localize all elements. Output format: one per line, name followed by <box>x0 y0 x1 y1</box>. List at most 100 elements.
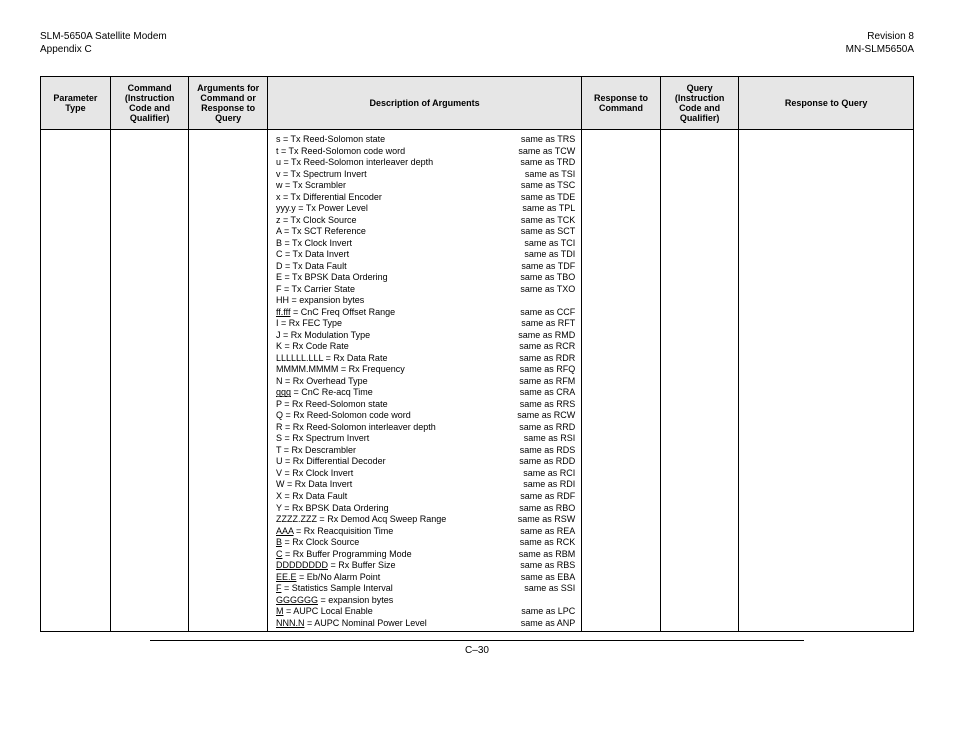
description-line: NNN.N = AUPC Nominal Power Levelsame as … <box>276 618 575 630</box>
cell-parameter-type <box>41 130 111 632</box>
description-line: B = Tx Clock Invertsame as TCI <box>276 238 575 250</box>
description-line: X = Rx Data Faultsame as RDF <box>276 491 575 503</box>
description-left: M = AUPC Local Enable <box>276 606 511 618</box>
description-line: R = Rx Reed-Solomon interleaver depthsam… <box>276 422 575 434</box>
description-line: F = Tx Carrier Statesame as TXO <box>276 284 575 296</box>
description-line: E = Tx BPSK Data Orderingsame as TBO <box>276 272 575 284</box>
description-left: V = Rx Clock Invert <box>276 468 513 480</box>
cell-response-query <box>739 130 914 632</box>
description-left: x = Tx Differential Encoder <box>276 192 511 204</box>
col-arguments: Arguments for Command or Response to Que… <box>189 77 268 130</box>
description-right: same as RRS <box>510 399 576 411</box>
description-line: C = Rx Buffer Programming Modesame as RB… <box>276 549 575 561</box>
description-left: S = Rx Spectrum Invert <box>276 433 514 445</box>
description-left: X = Rx Data Fault <box>276 491 510 503</box>
description-line: M = AUPC Local Enablesame as LPC <box>276 606 575 618</box>
description-right: same as RSW <box>508 514 576 526</box>
description-left: z = Tx Clock Source <box>276 215 511 227</box>
description-left: DDDDDDDD = Rx Buffer Size <box>276 560 510 572</box>
description-line: HH = expansion bytes <box>276 295 575 307</box>
description-left: yyy.y = Tx Power Level <box>276 203 512 215</box>
description-line: ggg = CnC Re-acq Timesame as CRA <box>276 387 575 399</box>
description-right: same as ANP <box>511 618 576 630</box>
description-left: ggg = CnC Re-acq Time <box>276 387 510 399</box>
description-right: same as RCR <box>509 341 575 353</box>
description-right: same as RFM <box>509 376 575 388</box>
description-right <box>565 595 575 607</box>
description-line: t = Tx Reed-Solomon code wordsame as TCW <box>276 146 575 158</box>
description-left: v = Tx Spectrum Invert <box>276 169 515 181</box>
description-left: ZZZZ.ZZZ = Rx Demod Acq Sweep Range <box>276 514 508 526</box>
description-right: same as RBS <box>510 560 575 572</box>
col-response-query: Response to Query <box>739 77 914 130</box>
description-line: W = Rx Data Invertsame as RDI <box>276 479 575 491</box>
description-right: same as TSI <box>515 169 575 181</box>
description-right: same as RRD <box>509 422 575 434</box>
description-right: same as RDF <box>510 491 575 503</box>
description-line: z = Tx Clock Sourcesame as TCK <box>276 215 575 227</box>
description-right: same as EBA <box>511 572 576 584</box>
description-line: s = Tx Reed-Solomon statesame as TRS <box>276 134 575 146</box>
description-right: same as TPL <box>512 203 575 215</box>
description-line: V = Rx Clock Invertsame as RCI <box>276 468 575 480</box>
description-right: same as RMD <box>508 330 575 342</box>
description-right: same as TBO <box>510 272 575 284</box>
description-left: EE.E = Eb/No Alarm Point <box>276 572 511 584</box>
description-line: S = Rx Spectrum Invertsame as RSI <box>276 433 575 445</box>
description-left: D = Tx Data Fault <box>276 261 511 273</box>
description-right: same as SSI <box>514 583 575 595</box>
description-left: U = Rx Differential Decoder <box>276 456 509 468</box>
description-left: R = Rx Reed-Solomon interleaver depth <box>276 422 509 434</box>
description-left: NNN.N = AUPC Nominal Power Level <box>276 618 511 630</box>
description-left: GGGGGG = expansion bytes <box>276 595 565 607</box>
description-line: v = Tx Spectrum Invertsame as TSI <box>276 169 575 181</box>
description-line: N = Rx Overhead Typesame as RFM <box>276 376 575 388</box>
header-left-1: SLM-5650A Satellite Modem <box>40 30 167 43</box>
cell-command <box>110 130 189 632</box>
description-left: K = Rx Code Rate <box>276 341 509 353</box>
description-line: EE.E = Eb/No Alarm Pointsame as EBA <box>276 572 575 584</box>
description-line: x = Tx Differential Encodersame as TDE <box>276 192 575 204</box>
description-right: same as RDD <box>509 456 575 468</box>
description-left: A = Tx SCT Reference <box>276 226 511 238</box>
description-left: HH = expansion bytes <box>276 295 565 307</box>
description-right: same as CCF <box>510 307 575 319</box>
description-left: P = Rx Reed-Solomon state <box>276 399 510 411</box>
description-right: same as RFT <box>511 318 575 330</box>
description-line: MMMM.MMMM = Rx Frequencysame as RFQ <box>276 364 575 376</box>
description-left: B = Rx Clock Source <box>276 537 510 549</box>
description-left: C = Tx Data Invert <box>276 249 514 261</box>
description-right <box>565 295 575 307</box>
cell-response-cmd <box>582 130 661 632</box>
description-right: same as LPC <box>511 606 575 618</box>
description-right: same as RCI <box>513 468 575 480</box>
description-right: same as TXO <box>510 284 575 296</box>
page-number: C–30 <box>40 645 914 656</box>
description-line: LLLLLL.LLL = Rx Data Ratesame as RDR <box>276 353 575 365</box>
table-row: s = Tx Reed-Solomon statesame as TRSt = … <box>41 130 914 632</box>
description-right: same as TCI <box>514 238 575 250</box>
description-line: F = Statistics Sample Intervalsame as SS… <box>276 583 575 595</box>
header-right: Revision 8 MN-SLM5650A <box>846 30 914 56</box>
description-line: K = Rx Code Ratesame as RCR <box>276 341 575 353</box>
description-line: Y = Rx BPSK Data Orderingsame as RBO <box>276 503 575 515</box>
description-right: same as TRD <box>510 157 575 169</box>
description-left: E = Tx BPSK Data Ordering <box>276 272 510 284</box>
header-right-2: MN-SLM5650A <box>846 43 914 56</box>
description-left: C = Rx Buffer Programming Mode <box>276 549 509 561</box>
description-line: GGGGGG = expansion bytes <box>276 595 575 607</box>
description-line: I = Rx FEC Typesame as RFT <box>276 318 575 330</box>
description-right: same as SCT <box>511 226 576 238</box>
description-right: same as TCK <box>511 215 575 227</box>
description-line: D = Tx Data Faultsame as TDF <box>276 261 575 273</box>
col-response-cmd: Response to Command <box>582 77 661 130</box>
description-right: same as TDE <box>511 192 575 204</box>
cell-query <box>660 130 739 632</box>
description-line: ff.fff = CnC Freq Offset Rangesame as CC… <box>276 307 575 319</box>
parameter-table: Parameter Type Command (Instruction Code… <box>40 76 914 632</box>
description-line: yyy.y = Tx Power Levelsame as TPL <box>276 203 575 215</box>
description-right: same as RFQ <box>510 364 576 376</box>
description-left: Q = Rx Reed-Solomon code word <box>276 410 507 422</box>
description-line: Q = Rx Reed-Solomon code wordsame as RCW <box>276 410 575 422</box>
description-left: B = Tx Clock Invert <box>276 238 514 250</box>
